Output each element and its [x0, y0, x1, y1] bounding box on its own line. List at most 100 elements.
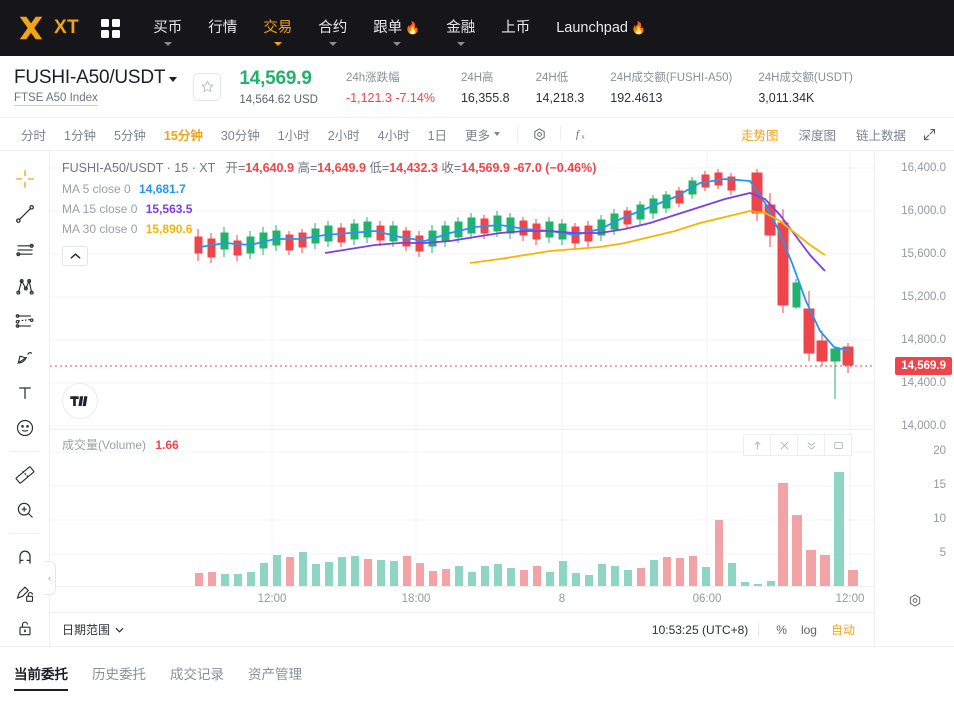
volume-pane[interactable]: 成交量(Volume) 1.66 [50, 429, 874, 587]
volume-chart-svg [50, 430, 874, 587]
brush-tool-icon[interactable] [6, 339, 44, 375]
log-scale-button[interactable]: log [800, 622, 817, 637]
chart-canvas[interactable]: FUSHI-A50/USDT · 15 · XT 开=14,640.9 高=14… [50, 151, 874, 646]
chart-area: FUSHI-A50/USDT · 15 · XT 开=14,640.9 高=14… [0, 151, 954, 646]
timeframe-4h[interactable]: 4小时 [377, 128, 410, 143]
price-axis[interactable]: 16,400.0 16,000.0 15,600.0 15,200.0 14,8… [874, 151, 954, 646]
time-axis[interactable]: 12:00 18:00 8 06:00 12:00 [50, 586, 874, 612]
volume-legend: 成交量(Volume) 1.66 [62, 436, 179, 453]
volume-tick: 20 [933, 445, 946, 457]
horizontal-channel-tool-icon[interactable] [6, 232, 44, 268]
nav-item-futures[interactable]: 合约 [305, 0, 360, 56]
nav-items: 买币 行情 交易 合约 跟单 🔥 金融 上币 Launchpad 🔥 [140, 0, 659, 56]
trend-line-tool-icon[interactable] [6, 197, 44, 233]
auto-scale-button[interactable]: 自动 [830, 623, 855, 637]
volume-bars [195, 472, 858, 587]
tab-asset-management[interactable]: 资产管理 [248, 666, 302, 682]
text-tool-icon[interactable] [6, 375, 44, 411]
nav-item-copy-trading[interactable]: 跟单 🔥 [360, 0, 433, 56]
timeframe-15m[interactable]: 15分钟 [163, 128, 203, 143]
favorite-star-button[interactable] [193, 72, 222, 101]
stat-value: -1,121.3 -7.14% [345, 90, 435, 105]
fib-retracement-tool-icon[interactable] [6, 304, 44, 340]
nav-item-listing[interactable]: 上币 [488, 0, 543, 56]
time-tick: 06:00 [692, 593, 722, 605]
nav-label: 行情 [208, 20, 238, 36]
chevron-down-icon [392, 42, 401, 46]
price-tick: 15,200.0 [901, 291, 946, 303]
pitchfork-tool-icon[interactable] [6, 268, 44, 304]
stat-label: 24H高 [460, 71, 494, 84]
ma30-line [469, 210, 826, 264]
date-range-label: 日期范围 [62, 623, 111, 637]
collapse-pane-icon[interactable] [797, 434, 825, 456]
nav-item-finance[interactable]: 金融 [433, 0, 488, 56]
date-range-button[interactable]: 日期范围 [62, 621, 124, 638]
divider [758, 622, 760, 637]
nav-item-trade[interactable]: 交易 [250, 0, 305, 56]
time-tick: 8 [558, 593, 566, 605]
lock-tool-icon[interactable] [6, 610, 44, 646]
apps-grid-icon[interactable] [101, 18, 121, 38]
price-pane[interactable]: FUSHI-A50/USDT · 15 · XT 开=14,640.9 高=14… [50, 151, 874, 429]
fullscreen-icon[interactable] [916, 127, 942, 142]
indicators-fx-icon[interactable]: f x [569, 126, 595, 142]
sidebar-collapse-handle[interactable]: ‹ [44, 561, 56, 595]
timeframe-5m[interactable]: 5分钟 [113, 128, 146, 143]
view-tab-depth[interactable]: 深度图 [798, 128, 836, 143]
chart-bottom-bar: 日期范围 10:53:25 (UTC+8) % log 自动 [50, 612, 874, 646]
brand-logo[interactable]: XT [16, 13, 79, 43]
legend-collapse-button[interactable] [62, 246, 88, 266]
view-tab-onchain[interactable]: 链上数据 [855, 128, 906, 143]
stat-change-24h: 24h涨跌幅 -1,121.3 -7.14% [346, 69, 435, 105]
emoji-tool-icon[interactable] [6, 410, 44, 446]
maximize-pane-icon[interactable] [824, 434, 852, 456]
nav-item-buy-crypto[interactable]: 买币 [140, 0, 195, 56]
flame-icon: 🔥 [631, 21, 646, 35]
timeframe-2h[interactable]: 2小时 [327, 128, 360, 143]
timeframe-1h[interactable]: 1小时 [277, 128, 310, 143]
stat-label: 24H成交额(FUSHI-A50) [610, 71, 733, 84]
xt-logo-icon [19, 16, 43, 40]
tab-trade-history[interactable]: 成交记录 [170, 666, 224, 682]
timeframe-1m[interactable]: 1分钟 [64, 128, 96, 143]
price-tick: 14,000.0 [901, 420, 946, 432]
timeframe-fenshi[interactable]: 分时 [21, 128, 47, 143]
move-pane-up-icon[interactable] [743, 434, 771, 456]
stat-high-24h: 24H高 16,355.8 [461, 69, 510, 105]
chevron-down-icon [169, 77, 178, 82]
timeframe-more-label: 更多 [465, 128, 491, 143]
measure-ruler-tool-icon[interactable] [6, 457, 44, 493]
chevron-down-icon [273, 42, 282, 46]
stat-volume-base: 24H成交额(FUSHI-A50) 192.4613 [610, 69, 732, 105]
nav-item-markets[interactable]: 行情 [195, 0, 250, 56]
tab-order-history[interactable]: 历史委托 [92, 666, 146, 682]
chevron-up-icon [70, 253, 80, 259]
axis-settings-icon[interactable] [907, 593, 922, 608]
tab-current-orders[interactable]: 当前委托 [14, 647, 80, 703]
candlestick-chart-svg [50, 151, 874, 429]
percent-scale-button[interactable]: % [776, 622, 787, 637]
stat-label: 24H成交额(USDT) [758, 71, 853, 84]
orders-tab-bar: 当前委托 历史委托 成交记录 资产管理 [0, 646, 954, 702]
nav-item-launchpad[interactable]: Launchpad 🔥 [543, 0, 659, 56]
tradingview-logo-badge[interactable] [62, 383, 98, 419]
last-price-block: 14,569.9 14,564.62 USD [239, 68, 318, 106]
price-tick: 16,400.0 [901, 162, 946, 174]
crosshair-tool-icon[interactable] [6, 161, 44, 197]
timeframe-30m[interactable]: 30分钟 [220, 128, 260, 143]
zoom-in-tool-icon[interactable] [6, 493, 44, 529]
timeframe-more-button[interactable]: 更多 [456, 125, 509, 144]
draw-lock-tool-icon[interactable] [6, 575, 44, 611]
time-tick: 12:00 [835, 593, 865, 605]
candles [194, 169, 854, 399]
stat-value: 14,218.3 [535, 90, 585, 105]
chevron-down-icon [456, 42, 465, 46]
nav-label: 合约 [318, 20, 348, 36]
chart-settings-icon[interactable] [526, 127, 552, 142]
view-tab-trend[interactable]: 走势图 [740, 128, 779, 143]
pair-selector[interactable]: FUSHI-A50/USDT FTSE A50 Index [14, 67, 178, 106]
magnet-tool-icon[interactable] [6, 539, 44, 575]
remove-pane-icon[interactable] [770, 434, 798, 456]
timeframe-1d[interactable]: 1日 [427, 128, 448, 143]
